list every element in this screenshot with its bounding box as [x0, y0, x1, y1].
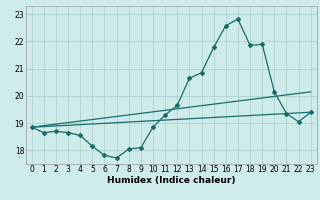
X-axis label: Humidex (Indice chaleur): Humidex (Indice chaleur) [107, 176, 236, 185]
